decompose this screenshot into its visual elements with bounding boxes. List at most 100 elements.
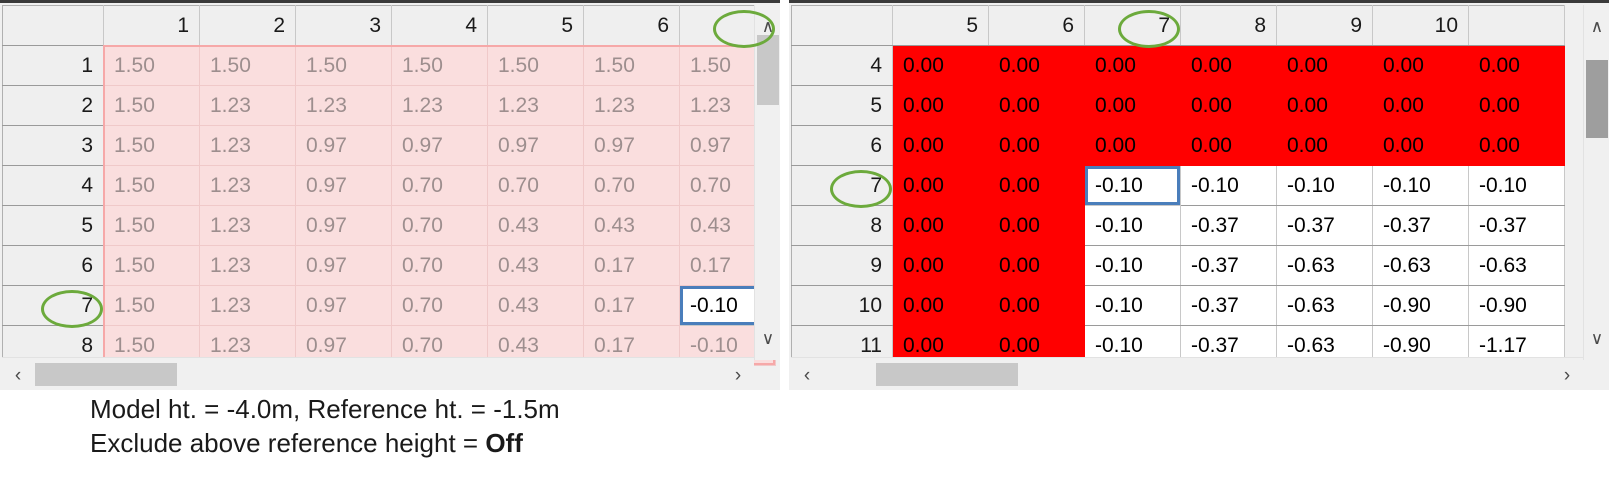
left-grid-container[interactable]: 123456711.501.501.501.501.501.501.5021.5… [0, 0, 780, 390]
column-header-7[interactable]: 7 [1084, 5, 1181, 46]
grid-cell[interactable]: -0.37 [1372, 205, 1469, 246]
grid-cell[interactable]: 0.97 [583, 125, 680, 166]
grid-cell[interactable]: 1.50 [103, 45, 200, 86]
column-header-blank[interactable] [1468, 5, 1565, 46]
grid-cell[interactable]: 0.97 [295, 245, 392, 286]
grid-cell[interactable]: 1.50 [103, 85, 200, 126]
grid-cell[interactable]: 0.97 [295, 165, 392, 206]
grid-cell[interactable]: 0.17 [583, 285, 680, 326]
grid-cell[interactable]: 1.50 [103, 285, 200, 326]
grid-cell[interactable]: -0.63 [1468, 245, 1565, 286]
grid-cell[interactable]: -0.37 [1180, 285, 1277, 326]
grid-cell[interactable]: 1.50 [583, 45, 680, 86]
row-header-5[interactable]: 5 [791, 85, 893, 126]
grid-cell[interactable]: 0.00 [892, 245, 989, 286]
grid-cell[interactable]: 1.50 [103, 165, 200, 206]
grid-cell[interactable]: 0.70 [487, 165, 584, 206]
row-header-4[interactable]: 4 [791, 45, 893, 86]
left-data-grid[interactable]: 123456711.501.501.501.501.501.501.5021.5… [2, 5, 776, 366]
grid-cell[interactable]: 0.00 [892, 45, 989, 86]
grid-cell[interactable]: 0.43 [583, 205, 680, 246]
column-header-1[interactable]: 1 [103, 5, 200, 46]
grid-cell[interactable]: 0.43 [487, 245, 584, 286]
scroll-left-icon[interactable]: ‹ [803, 365, 811, 386]
grid-cell[interactable]: 0.00 [892, 125, 989, 166]
vertical-scroll-thumb[interactable] [757, 35, 779, 105]
horizontal-scroll-thumb[interactable] [876, 363, 1018, 386]
grid-cell[interactable]: -0.63 [1276, 285, 1373, 326]
column-header-4[interactable]: 4 [391, 5, 488, 46]
column-header-10[interactable]: 10 [1372, 5, 1469, 46]
scroll-up-icon[interactable]: ∧ [761, 17, 775, 36]
grid-cell[interactable]: -0.37 [1180, 245, 1277, 286]
grid-cell[interactable]: 0.00 [988, 45, 1085, 86]
grid-cell[interactable]: 1.50 [199, 45, 296, 86]
grid-cell[interactable]: 1.23 [391, 85, 488, 126]
grid-cell[interactable]: 0.00 [892, 165, 989, 206]
scroll-right-icon[interactable]: › [1563, 365, 1571, 386]
grid-cell[interactable]: 1.50 [391, 45, 488, 86]
grid-cell[interactable]: 0.00 [988, 205, 1085, 246]
grid-cell[interactable]: -0.10 [1468, 165, 1565, 206]
grid-cell[interactable]: 1.50 [103, 125, 200, 166]
right-grid-container[interactable]: 5 6 7 8 9 10 4 0.00 0.00 0.00 0.00 0.00 0.00 0.00 5 0.0… [789, 0, 1609, 390]
grid-cell[interactable]: 0.00 [1180, 125, 1277, 166]
grid-cell[interactable]: 0.00 [1468, 85, 1565, 126]
grid-cell[interactable]: 1.23 [295, 85, 392, 126]
grid-cell[interactable]: 0.00 [892, 285, 989, 326]
row-header-7[interactable]: 7 [2, 285, 104, 326]
grid-cell[interactable]: -0.63 [1372, 245, 1469, 286]
grid-cell[interactable]: 0.00 [1468, 125, 1565, 166]
grid-cell[interactable]: 0.00 [988, 85, 1085, 126]
row-header-4[interactable]: 4 [2, 165, 104, 206]
grid-cell[interactable]: -0.90 [1468, 285, 1565, 326]
column-header-8[interactable]: 8 [1180, 5, 1277, 46]
left-horizontal-scrollbar[interactable]: ‹ › [2, 357, 754, 390]
grid-cell[interactable]: 0.70 [583, 165, 680, 206]
grid-cell[interactable]: -0.10 [1276, 165, 1373, 206]
column-header-5[interactable]: 5 [487, 5, 584, 46]
scroll-up-icon[interactable]: ∧ [1590, 17, 1604, 36]
row-header-6[interactable]: 6 [791, 125, 893, 166]
grid-cell[interactable]: 1.50 [295, 45, 392, 86]
grid-cell[interactable]: 1.23 [199, 285, 296, 326]
grid-cell[interactable]: 0.00 [1084, 85, 1181, 126]
grid-cell[interactable]: 1.23 [199, 205, 296, 246]
grid-cell[interactable]: 0.00 [1372, 85, 1469, 126]
grid-cell[interactable]: 0.70 [391, 245, 488, 286]
grid-cell[interactable]: 1.23 [583, 85, 680, 126]
grid-cell[interactable]: 0.00 [1372, 125, 1469, 166]
scroll-down-icon[interactable]: ∨ [761, 329, 775, 348]
grid-cell[interactable]: -0.10 [1084, 285, 1181, 326]
row-header-6[interactable]: 6 [2, 245, 104, 286]
grid-cell[interactable]: -0.90 [1372, 285, 1469, 326]
grid-cell[interactable]: 0.00 [1276, 125, 1373, 166]
grid-cell[interactable]: 0.00 [1180, 45, 1277, 86]
row-header-10[interactable]: 10 [791, 285, 893, 326]
grid-cell[interactable]: 0.97 [295, 285, 392, 326]
grid-cell[interactable]: 0.00 [1372, 45, 1469, 86]
grid-cell[interactable]: -0.10 [1084, 245, 1181, 286]
grid-cell[interactable]: 0.00 [988, 165, 1085, 206]
grid-cell[interactable]: 0.43 [487, 285, 584, 326]
grid-cell[interactable]: 0.97 [391, 125, 488, 166]
row-header-1[interactable]: 1 [2, 45, 104, 86]
grid-cell[interactable]: 1.23 [199, 245, 296, 286]
column-header-2[interactable]: 2 [199, 5, 296, 46]
left-vertical-scrollbar[interactable]: ∧ ∨ [754, 5, 780, 360]
grid-cell[interactable]: 0.70 [391, 285, 488, 326]
grid-cell[interactable]: 1.50 [487, 45, 584, 86]
grid-cell[interactable]: 0.00 [1084, 45, 1181, 86]
grid-cell[interactable]: -0.10 [1180, 165, 1277, 206]
row-header-8[interactable]: 8 [791, 205, 893, 246]
grid-cell[interactable]: -0.37 [1180, 205, 1277, 246]
vertical-scroll-thumb[interactable] [1586, 60, 1608, 138]
grid-cell[interactable]: -0.10 [1084, 165, 1181, 206]
row-header-7[interactable]: 7 [791, 165, 893, 206]
grid-cell[interactable]: 0.43 [487, 205, 584, 246]
grid-cell[interactable]: 0.00 [892, 205, 989, 246]
grid-cell[interactable]: 0.97 [295, 125, 392, 166]
grid-cell[interactable]: 0.00 [1468, 45, 1565, 86]
grid-cell[interactable]: 0.00 [1084, 125, 1181, 166]
grid-cell[interactable]: 0.00 [1276, 85, 1373, 126]
